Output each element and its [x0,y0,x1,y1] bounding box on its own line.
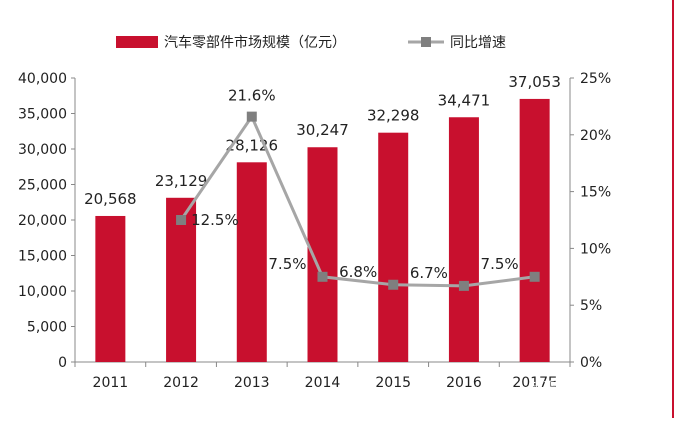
legend-line-marker [421,37,431,47]
legend-bar-label: 汽车零部件市场规模（亿元） [164,34,346,51]
bar-value-label: 34,471 [438,91,491,109]
growth-marker-2017E [529,271,540,282]
growth-value-label: 12.5% [191,211,239,229]
x-axis-tick-label: 2016 [446,375,482,391]
growth-marker-2013 [246,111,257,122]
left-axis-tick-label: 35,000 [18,107,67,123]
right-axis-tick-label: 15% [580,185,611,201]
bar-2015 [378,132,409,362]
bar-value-label: 37,053 [508,73,561,91]
left-axis-tick-label: 0 [58,355,67,371]
growth-value-label: 7.5% [268,255,306,273]
x-axis-tick-label: 2013 [234,375,270,391]
left-axis-tick-label: 5,000 [27,320,67,336]
bar-2016 [448,117,479,363]
right-axis-tick-label: 10% [580,241,611,257]
growth-value-label: 7.5% [481,255,519,273]
left-axis-tick-label: 10,000 [18,284,67,300]
x-axis-tick-label: 2015 [375,375,411,391]
left-axis-tick-label: 20,000 [18,213,67,229]
bar-value-label: 20,568 [84,190,137,208]
bar-value-label: 30,247 [296,121,349,139]
growth-value-label: 6.8% [339,263,377,281]
x-axis-tick-label: 2011 [93,375,129,391]
growth-marker-2015 [388,279,399,290]
growth-marker-2014 [317,271,328,282]
bar-2011 [95,215,126,362]
right-axis-tick-label: 20% [580,128,611,144]
bar-value-label: 32,298 [367,107,420,125]
x-axis-tick-label: 2017E [512,375,556,391]
bar-2012 [166,197,197,362]
right-axis-tick-label: 25% [580,71,611,87]
side-accent-rule [672,0,674,418]
legend-line-label: 同比增速 [450,35,506,51]
left-axis-tick-label: 15,000 [18,249,67,265]
watermark-text: 知乎 @ 盖世汽车 [529,379,636,396]
left-axis-tick-label: 30,000 [18,142,67,158]
growth-rate-line [179,113,535,288]
x-axis-tick-label: 2014 [305,375,341,391]
legend-bar-swatch [116,36,158,48]
growth-value-label: 6.7% [410,264,448,282]
bar-value-label: 23,129 [155,172,208,190]
growth-value-label: 21.6% [228,87,276,105]
left-axis-tick-label: 25,000 [18,178,67,194]
growth-marker-2016 [458,280,469,291]
left-axis-tick-label: 40,000 [18,71,67,87]
bar-2013 [236,162,267,362]
right-axis-tick-label: 5% [580,298,602,314]
growth-marker-2012 [176,215,187,225]
x-axis-tick-label: 2012 [163,375,199,391]
right-axis-tick-label: 0% [580,355,602,371]
bar-2017E [519,98,550,362]
